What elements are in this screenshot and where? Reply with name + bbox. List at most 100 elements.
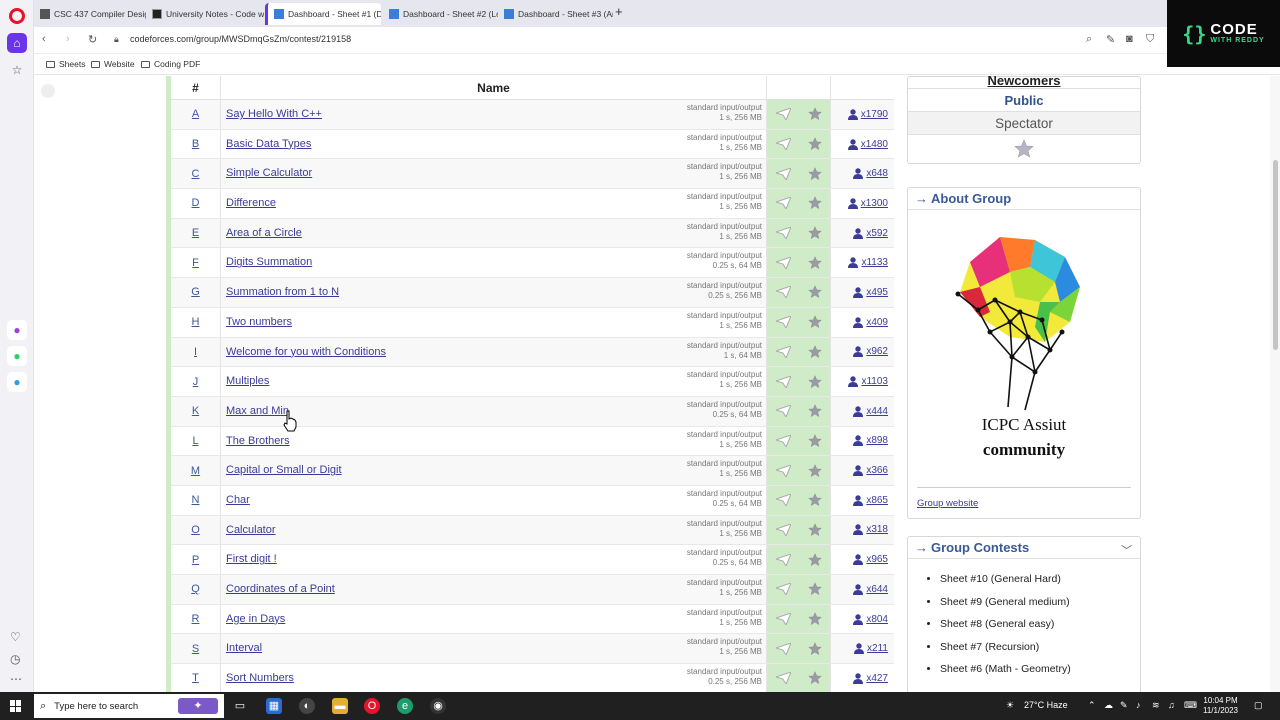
network-icon[interactable]: ☁ xyxy=(1104,700,1113,710)
problem-id-link[interactable]: D xyxy=(191,197,200,210)
submit-icon[interactable] xyxy=(775,286,791,299)
problem-id-link[interactable]: F xyxy=(192,256,199,269)
opera-icon[interactable]: O xyxy=(364,698,380,714)
problem-id-link[interactable]: N xyxy=(191,494,200,507)
star-icon[interactable] xyxy=(807,641,822,656)
problem-name-link[interactable]: Simple Calculator xyxy=(226,167,313,180)
solved-count-link[interactable]: x211 xyxy=(867,643,888,655)
solved-count-link[interactable]: x644 xyxy=(866,583,888,595)
problem-name-link[interactable]: Interval xyxy=(226,642,263,655)
submit-icon[interactable] xyxy=(775,256,791,269)
problem-name-link[interactable]: Summation from 1 to N xyxy=(226,286,340,299)
submit-icon[interactable] xyxy=(775,494,791,507)
submit-icon[interactable] xyxy=(775,523,791,536)
solved-count-link[interactable]: x318 xyxy=(866,524,888,536)
solved-count-link[interactable]: x427 xyxy=(866,672,888,684)
problem-name-link[interactable]: Multiples xyxy=(226,375,270,388)
windows-start-icon[interactable] xyxy=(10,700,22,712)
star-icon[interactable] xyxy=(807,552,822,567)
star-icon[interactable] xyxy=(807,315,822,329)
home-icon[interactable]: ⌂ xyxy=(7,33,27,53)
star-icon[interactable] xyxy=(807,671,822,685)
problem-id-link[interactable]: O xyxy=(191,523,200,536)
more-icon[interactable]: ⋯ xyxy=(10,672,22,686)
back-icon[interactable]: ‹ xyxy=(42,33,46,45)
problem-id-link[interactable]: T xyxy=(192,672,199,685)
problem-id-link[interactable]: A xyxy=(191,108,200,121)
submit-icon[interactable] xyxy=(775,138,791,151)
app-icon[interactable]: ◐ xyxy=(299,698,315,714)
star-icon[interactable] xyxy=(807,226,822,240)
contest-item[interactable]: Sheet #7 (Recursion) xyxy=(940,641,1140,664)
submit-icon[interactable] xyxy=(775,167,791,180)
star-outline-icon[interactable]: ☆ xyxy=(11,63,23,77)
star-icon[interactable] xyxy=(807,493,822,507)
group-website-link[interactable]: Group website xyxy=(917,498,979,509)
camera-icon[interactable]: ◙ xyxy=(1126,33,1133,45)
submit-icon[interactable] xyxy=(775,405,791,418)
problem-id-link[interactable]: S xyxy=(191,642,200,655)
star-icon[interactable] xyxy=(807,137,822,151)
star-icon[interactable] xyxy=(807,434,822,448)
star-icon[interactable] xyxy=(807,255,822,270)
whatsapp-icon[interactable]: ● xyxy=(7,346,27,366)
star-icon[interactable] xyxy=(807,196,822,210)
submit-icon[interactable] xyxy=(775,464,791,477)
obs-icon[interactable]: ◉ xyxy=(430,698,446,714)
browser-tab-active[interactable]: Dashboard - Sheet #1 (Da xyxy=(265,3,381,25)
submit-icon[interactable] xyxy=(775,345,791,358)
tray-chevron-icon[interactable]: ⌃ xyxy=(1088,700,1096,710)
problem-id-link[interactable]: G xyxy=(191,286,200,299)
solved-count-link[interactable]: x592 xyxy=(866,227,888,239)
problem-name-link[interactable]: Basic Data Types xyxy=(226,137,312,150)
contest-item[interactable]: Sheet #6 (Math - Geometry) xyxy=(940,663,1140,686)
submit-icon[interactable] xyxy=(775,434,791,447)
solved-count-link[interactable]: x1300 xyxy=(860,197,888,209)
problem-id-link[interactable]: R xyxy=(191,613,200,626)
problem-id-link[interactable]: E xyxy=(191,227,200,240)
solved-count-link[interactable]: x804 xyxy=(866,613,888,625)
problem-name-link[interactable]: Difference xyxy=(226,197,276,210)
problem-id-link[interactable]: B xyxy=(191,138,200,151)
submit-icon[interactable] xyxy=(775,227,791,240)
star-icon[interactable] xyxy=(807,374,822,389)
keyboard-icon[interactable]: ⌨ xyxy=(1184,700,1197,710)
problem-name-link[interactable]: Two numbers xyxy=(226,315,293,328)
submit-icon[interactable] xyxy=(775,375,791,388)
problem-id-link[interactable]: Q xyxy=(191,583,200,596)
solved-count-link[interactable]: x1480 xyxy=(860,138,888,150)
problem-id-link[interactable]: H xyxy=(191,316,200,329)
notifications-icon[interactable]: ▢ xyxy=(1254,700,1263,710)
star-icon[interactable] xyxy=(807,166,822,181)
submit-icon[interactable] xyxy=(775,197,791,210)
telegram-icon[interactable]: ● xyxy=(7,372,27,392)
problem-name-link[interactable]: First digit ! xyxy=(226,553,277,566)
browser-tab[interactable]: Dashboard - Sheet #2 (Lo xyxy=(383,3,498,25)
edge-icon[interactable]: e xyxy=(397,698,413,714)
pen-icon[interactable]: ✎ xyxy=(1120,700,1128,710)
star-icon[interactable] xyxy=(807,107,822,121)
solved-count-link[interactable]: x366 xyxy=(866,465,888,477)
submit-icon[interactable] xyxy=(775,583,791,596)
solved-count-link[interactable]: x965 xyxy=(866,554,888,566)
bookmark-coding-pdf[interactable]: Coding PDF xyxy=(141,59,200,69)
star-icon[interactable] xyxy=(807,523,822,537)
problem-name-link[interactable]: Sort Numbers xyxy=(226,672,294,685)
problem-id-link[interactable]: K xyxy=(191,405,200,418)
heart-icon[interactable]: ♡ xyxy=(10,630,21,644)
bookmark-website[interactable]: Website xyxy=(91,59,135,69)
solved-count-link[interactable]: x1133 xyxy=(861,257,888,269)
bookmark-sheets[interactable]: Sheets xyxy=(46,59,85,69)
messenger-icon[interactable]: ● xyxy=(7,320,27,340)
star-icon[interactable] xyxy=(807,345,822,359)
solved-count-link[interactable]: x495 xyxy=(866,286,888,298)
solved-count-link[interactable]: x1790 xyxy=(860,108,888,120)
solved-count-link[interactable]: x444 xyxy=(866,405,888,417)
submit-icon[interactable] xyxy=(775,108,791,121)
problem-id-link[interactable]: C xyxy=(191,167,200,180)
file-explorer-icon[interactable]: ▬ xyxy=(332,698,348,714)
weather-text[interactable]: 27°C Haze xyxy=(1024,700,1068,710)
problem-name-link[interactable]: The Brothers xyxy=(226,434,290,447)
search-highlight-icon[interactable]: ✦ xyxy=(178,698,218,714)
edit-icon[interactable]: ✎ xyxy=(1106,34,1116,46)
